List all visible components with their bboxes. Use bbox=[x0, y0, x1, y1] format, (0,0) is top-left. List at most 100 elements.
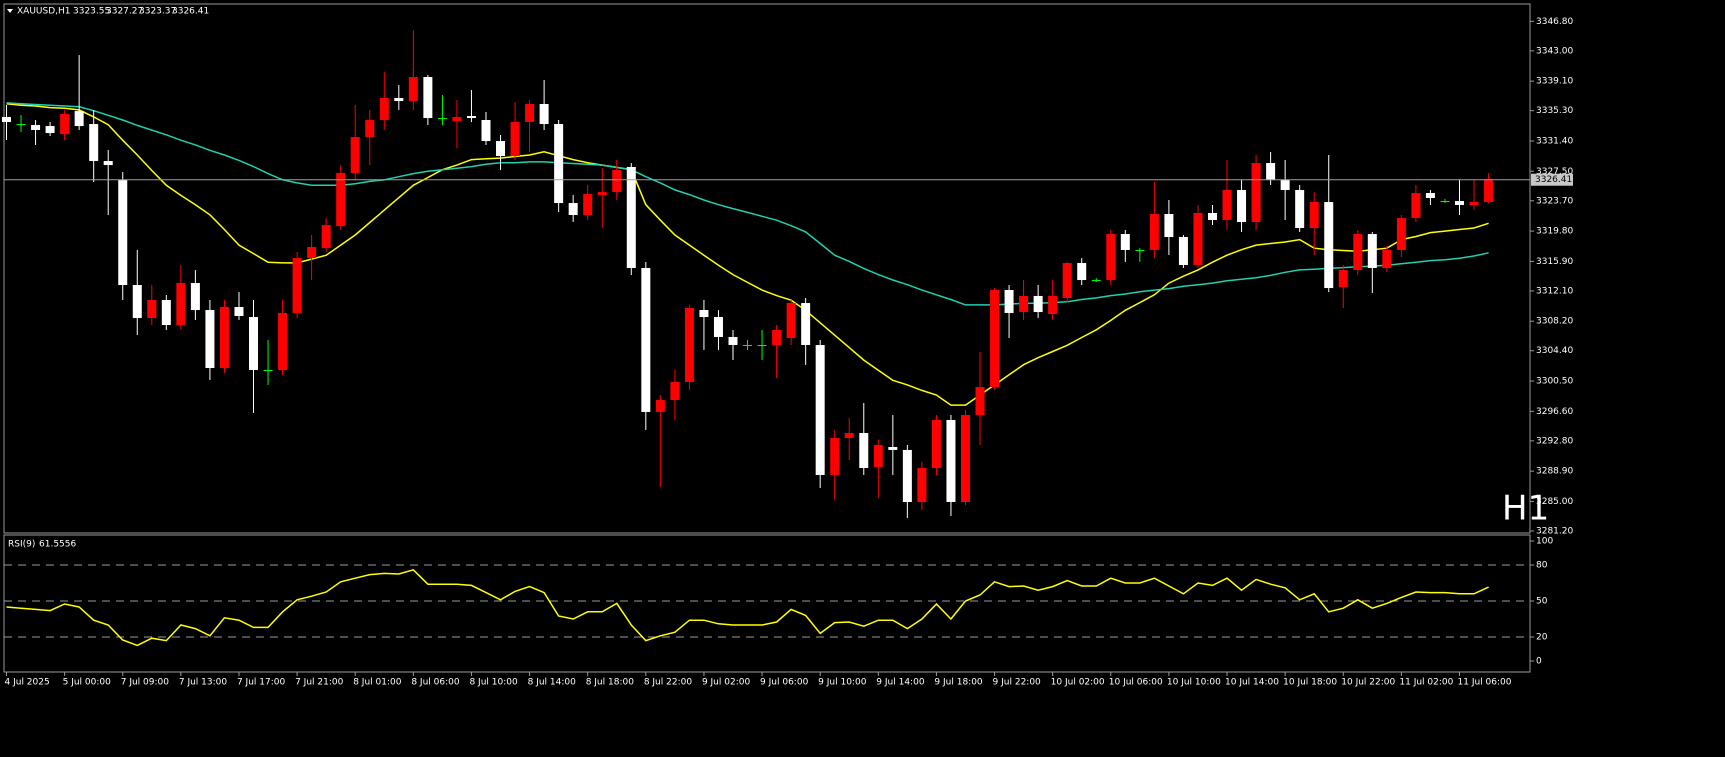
candle-body bbox=[423, 77, 433, 119]
candle-body bbox=[1207, 212, 1217, 220]
candle-body bbox=[292, 258, 302, 313]
candle-body bbox=[1033, 295, 1043, 313]
y-tick-label: 20 bbox=[1536, 632, 1548, 642]
y-tick-label: 3346.80 bbox=[1536, 17, 1573, 27]
x-tick-label: 10 Jul 02:00 bbox=[1051, 678, 1105, 688]
candle-body bbox=[496, 141, 506, 157]
candle-body bbox=[118, 180, 128, 286]
candle-body bbox=[350, 137, 360, 173]
x-tick-label: 7 Jul 13:00 bbox=[179, 678, 228, 688]
candle-body bbox=[902, 449, 912, 503]
candle-body bbox=[670, 381, 680, 400]
candle-body bbox=[1338, 270, 1348, 288]
symbol-label: XAUUSD,H1 bbox=[17, 7, 71, 17]
rsi-title: RSI(9) bbox=[8, 540, 35, 550]
candle-body bbox=[1149, 213, 1159, 250]
candle-body bbox=[888, 446, 898, 450]
y-tick-label: 3315.90 bbox=[1536, 257, 1573, 267]
x-tick-label: 11 Jul 06:00 bbox=[1458, 678, 1512, 688]
candle-body bbox=[655, 399, 665, 412]
x-tick-label: 10 Jul 06:00 bbox=[1109, 678, 1163, 688]
candle-body bbox=[263, 370, 273, 372]
x-tick-label: 8 Jul 01:00 bbox=[353, 678, 402, 688]
candle-body bbox=[743, 344, 753, 346]
x-tick-label: 7 Jul 17:00 bbox=[237, 678, 286, 688]
candle-body bbox=[931, 419, 941, 468]
candle-body bbox=[641, 267, 651, 412]
candle-body bbox=[990, 289, 1000, 388]
x-tick-label: 10 Jul 10:00 bbox=[1167, 678, 1221, 688]
y-tick-label: 80 bbox=[1536, 560, 1548, 570]
rsi-line bbox=[6, 568, 1489, 647]
candle-body bbox=[45, 126, 55, 134]
x-tick-label: 9 Jul 14:00 bbox=[876, 678, 925, 688]
candle-body bbox=[583, 194, 593, 216]
candle-body bbox=[1062, 263, 1072, 298]
current-price-box bbox=[1531, 173, 1573, 186]
y-tick-label: 3308.20 bbox=[1536, 317, 1573, 327]
candle-body bbox=[946, 419, 956, 503]
candle-body bbox=[1019, 295, 1029, 313]
x-tick-label: 10 Jul 14:00 bbox=[1225, 678, 1279, 688]
x-tick-label: 7 Jul 09:00 bbox=[121, 678, 170, 688]
candle-body bbox=[859, 433, 869, 468]
x-tick-label: 8 Jul 18:00 bbox=[586, 678, 635, 688]
ohlc-close: 3326.41 bbox=[172, 7, 209, 17]
candle-body bbox=[321, 225, 331, 249]
candle-body bbox=[844, 433, 854, 438]
y-tick-label: 3300.50 bbox=[1536, 377, 1573, 387]
y-tick-label: 3292.80 bbox=[1536, 436, 1573, 446]
candle-body bbox=[684, 308, 694, 382]
candle-body bbox=[1193, 212, 1203, 266]
candle-body bbox=[31, 125, 41, 131]
candle-body bbox=[161, 300, 171, 326]
ohlc-low: 3323.37 bbox=[139, 7, 176, 17]
candle-body bbox=[16, 124, 26, 126]
candle-body bbox=[1135, 249, 1145, 251]
candle-body bbox=[452, 117, 462, 122]
candle-body bbox=[74, 111, 84, 127]
candle-body bbox=[1237, 189, 1247, 223]
candle-body bbox=[1295, 189, 1305, 228]
candle-body bbox=[1091, 280, 1101, 282]
candle-body bbox=[190, 282, 200, 311]
x-tick-label: 4 Jul 2025 bbox=[5, 678, 50, 688]
candle-body bbox=[1324, 202, 1334, 289]
y-tick-label: 3288.90 bbox=[1536, 467, 1573, 477]
candle-body bbox=[336, 172, 346, 227]
candle-body bbox=[394, 98, 404, 102]
candle-body bbox=[1382, 249, 1392, 268]
candle-body bbox=[713, 317, 723, 337]
candle-body bbox=[873, 444, 883, 467]
candle-body bbox=[699, 310, 709, 318]
candle-body bbox=[278, 312, 288, 371]
collapse-icon[interactable] bbox=[7, 9, 13, 13]
current-price-label: 3326.41 bbox=[1535, 175, 1572, 185]
y-tick-label: 3339.10 bbox=[1536, 77, 1573, 87]
x-tick-label: 9 Jul 02:00 bbox=[702, 678, 751, 688]
candle-body bbox=[975, 387, 985, 415]
candle-body bbox=[1469, 202, 1479, 205]
y-tick-label: 3319.80 bbox=[1536, 227, 1573, 237]
y-tick-label: 3312.10 bbox=[1536, 286, 1573, 296]
candle-body bbox=[365, 119, 375, 138]
rsi-pane-frame bbox=[3, 534, 1531, 673]
candle-body bbox=[597, 192, 607, 196]
candle-body bbox=[1353, 234, 1363, 271]
y-tick-label: 3327.50 bbox=[1536, 167, 1573, 177]
candle-body bbox=[1120, 234, 1130, 250]
candle-body bbox=[1280, 180, 1290, 190]
candle-body bbox=[219, 306, 229, 368]
candle-body bbox=[510, 122, 520, 157]
timeframe-watermark: H1 bbox=[1502, 489, 1549, 529]
candle-body bbox=[1367, 234, 1377, 268]
candle-body bbox=[437, 118, 447, 120]
candle-body bbox=[626, 166, 636, 268]
x-tick-label: 8 Jul 06:00 bbox=[411, 678, 460, 688]
candle-body bbox=[481, 119, 491, 142]
candle-body bbox=[728, 336, 738, 345]
candle-body bbox=[757, 344, 767, 346]
candle-body bbox=[2, 117, 11, 123]
candle-body bbox=[1251, 163, 1261, 223]
y-tick-label: 3296.60 bbox=[1536, 407, 1573, 417]
